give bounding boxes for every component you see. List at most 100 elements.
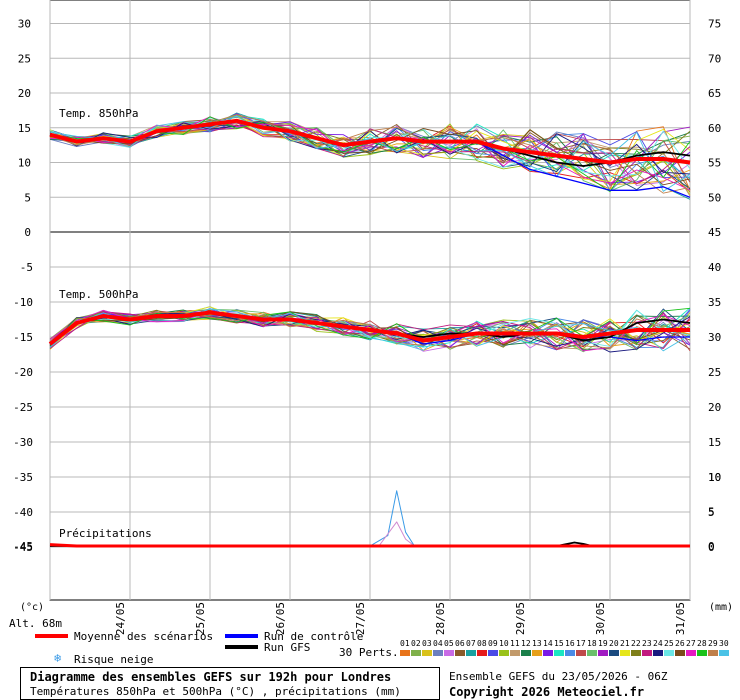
right-tick-500: 40 <box>708 261 721 274</box>
footer-title: Diagramme des ensembles GEFS sur 192h po… <box>30 670 392 684</box>
panel-label-500: Temp. 500hPa <box>59 288 138 301</box>
member-swatch <box>675 650 685 656</box>
snow-icon: ❄ <box>54 651 61 665</box>
right-tick-850: 45 <box>708 226 721 239</box>
member-number: 08 <box>477 639 487 648</box>
member-number: 26 <box>675 639 685 648</box>
member-swatch <box>653 650 663 656</box>
member-line-850 <box>49 114 691 194</box>
mean-line-850 <box>49 118 691 165</box>
member-number: 19 <box>598 639 608 648</box>
member-number: 24 <box>653 639 663 648</box>
member-swatch <box>466 650 476 656</box>
altitude-label: Alt. 68m <box>9 617 62 630</box>
member-number: 09 <box>488 639 498 648</box>
member-line-500 <box>49 311 691 349</box>
member-number: 27 <box>686 639 696 648</box>
left-tick-500: -30 <box>13 436 33 449</box>
member-swatch <box>422 650 432 656</box>
panel-label-850: Temp. 850hPa <box>59 107 138 120</box>
copyright: Copyright 2026 Meteociel.fr <box>449 685 645 699</box>
member-number: 29 <box>708 639 718 648</box>
member-swatch <box>642 650 652 656</box>
left-tick-500: -20 <box>13 366 33 379</box>
member-line-500 <box>49 309 691 352</box>
left-tick-500: -35 <box>13 471 33 484</box>
member-swatch <box>686 650 696 656</box>
unit-left: (°c) <box>20 602 44 613</box>
member-swatch <box>587 650 597 656</box>
member-swatch <box>554 650 564 656</box>
date-label: 26/05 <box>274 602 287 635</box>
member-number: 22 <box>631 639 641 648</box>
member-swatch <box>719 650 729 656</box>
left-tick-500: -45 <box>13 541 33 554</box>
right-tick-500: 20 <box>708 401 721 414</box>
member-swatch <box>697 650 707 656</box>
member-swatch <box>411 650 421 656</box>
member-number: 01 <box>400 639 410 648</box>
member-number: 20 <box>609 639 619 648</box>
precip-member-spike <box>369 490 415 547</box>
member-number: 07 <box>466 639 476 648</box>
member-swatch <box>565 650 575 656</box>
member-swatch <box>499 650 509 656</box>
panel-label-precip: Précipitations <box>59 527 152 540</box>
legend-control-label: Run de contrôle <box>264 630 363 643</box>
right-tick-500: 10 <box>708 471 721 484</box>
member-number: 03 <box>422 639 432 648</box>
footer-title-box: Diagramme des ensembles GEFS sur 192h po… <box>20 667 440 700</box>
date-label: 29/05 <box>514 602 527 635</box>
member-number: 13 <box>532 639 542 648</box>
member-swatch <box>576 650 586 656</box>
right-tick-500: 30 <box>708 331 721 344</box>
member-swatch <box>521 650 531 656</box>
date-label: 27/05 <box>354 602 367 635</box>
member-line-850 <box>49 116 691 191</box>
left-tick-500: -25 <box>13 401 33 414</box>
precip-member-spike2 <box>378 521 415 547</box>
member-swatch <box>400 650 410 656</box>
left-tick-850: 30 <box>18 18 31 31</box>
right-tick-500: 5 <box>708 506 715 519</box>
main-lines <box>48 118 691 548</box>
date-label: 30/05 <box>594 602 607 635</box>
right-tick-500: 35 <box>708 296 721 309</box>
member-number: 28 <box>697 639 707 648</box>
member-number: 12 <box>521 639 531 648</box>
member-swatch <box>620 650 630 656</box>
date-label: 31/05 <box>674 602 687 635</box>
member-swatch <box>664 650 674 656</box>
member-number: 17 <box>576 639 586 648</box>
legend-perts-label: 30 Perts. <box>339 646 399 659</box>
legend: Moyenne des scénarios Run de contrôleRun … <box>35 630 729 666</box>
right-tick-500: 25 <box>708 366 721 379</box>
member-number: 15 <box>554 639 564 648</box>
member-swatch <box>598 650 608 656</box>
member-number: 21 <box>620 639 630 648</box>
member-swatch <box>433 650 443 656</box>
right-tick-850: 50 <box>708 191 721 204</box>
right-tick-500: 15 <box>708 436 721 449</box>
member-number: 16 <box>565 639 575 648</box>
member-number: 23 <box>642 639 652 648</box>
left-tick-precip: -45 <box>13 540 33 553</box>
member-number: 25 <box>664 639 674 648</box>
member-number: 18 <box>587 639 597 648</box>
left-tick-850: 0 <box>24 226 31 239</box>
unit-right: (mm) <box>709 602 733 613</box>
legend-gfs-label: Run GFS <box>264 641 310 654</box>
member-swatch <box>708 650 718 656</box>
member-number: 11 <box>510 639 520 648</box>
right-tick-precip: 5 <box>708 506 715 519</box>
left-tick-850: 5 <box>24 191 31 204</box>
member-swatch <box>631 650 641 656</box>
left-tick-850: 20 <box>18 87 31 100</box>
footer-subtitle: Températures 850hPa et 500hPa (°C) , pré… <box>30 685 401 698</box>
member-swatch <box>455 650 465 656</box>
member-number: 14 <box>543 639 553 648</box>
right-tick-precip: 10 <box>708 471 721 484</box>
member-number: 30 <box>719 639 729 648</box>
